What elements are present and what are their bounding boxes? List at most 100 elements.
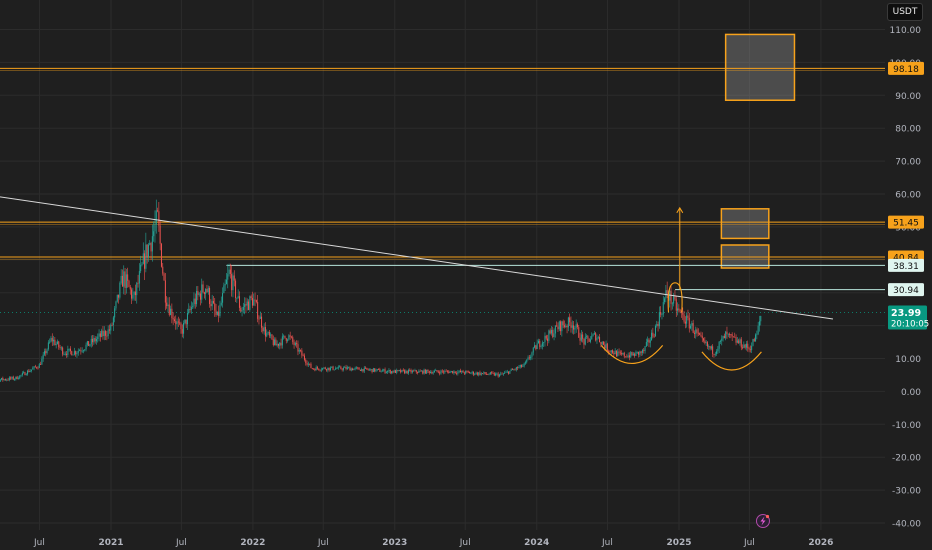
candle-body [154, 224, 156, 232]
candle-body [540, 346, 542, 348]
peak-arc[interactable] [667, 282, 683, 313]
candle-body [576, 324, 578, 328]
measure-arrow-head [676, 206, 684, 214]
candle-body [253, 299, 255, 306]
candle-body [84, 349, 86, 351]
candle-body [446, 370, 448, 372]
candle-body [427, 369, 429, 372]
candle-body [198, 293, 200, 295]
candle-body [136, 282, 138, 296]
candle-body [757, 325, 759, 334]
candle-body [666, 290, 668, 295]
cup-arc[interactable] [701, 351, 762, 371]
candle-body [275, 339, 277, 346]
candle-body [24, 372, 26, 376]
candle-body [60, 347, 62, 349]
candle-body [203, 292, 205, 295]
candle-body [396, 370, 398, 373]
candle-body [452, 371, 454, 374]
candle-body [726, 331, 728, 335]
candle-body [697, 332, 699, 334]
target-box[interactable] [724, 33, 796, 101]
candle-body [587, 336, 589, 339]
candle-body [263, 327, 265, 332]
candle-body [613, 352, 615, 355]
candle-body [7, 379, 9, 381]
time-axis[interactable]: Jul 2021 Jul 2022 Jul 2023 Jul 2024 Jul 2025 Jul 20… [33, 538, 833, 548]
candle-body [223, 285, 225, 294]
candle-body [469, 372, 471, 374]
countdown-label: 20:10:05 [891, 319, 929, 329]
candle-body [46, 349, 48, 354]
candle-body [166, 302, 168, 307]
candle-body [219, 304, 221, 316]
x-tick-label: Jul [601, 538, 613, 548]
candle-body [433, 370, 435, 373]
descending-trendline[interactable] [0, 194, 834, 320]
candle-body [120, 275, 122, 283]
candle-body [426, 369, 428, 374]
candle-body [173, 319, 175, 321]
candle-body [449, 371, 451, 374]
candle-body [16, 376, 18, 380]
candle-body [228, 269, 230, 275]
candle-body [68, 348, 70, 350]
target-boxes[interactable] [720, 33, 796, 269]
currency-badge[interactable]: USDT [887, 3, 923, 21]
candle-body [532, 347, 534, 353]
candle-body [732, 336, 734, 338]
candle-body [760, 315, 762, 322]
candle-body [640, 351, 642, 353]
candle-body [89, 344, 91, 346]
candle-body [36, 367, 38, 368]
candle-body [368, 369, 370, 371]
candle-body [491, 372, 493, 374]
candle-body [475, 372, 477, 375]
candle-body [470, 372, 472, 374]
candle-body [541, 342, 543, 347]
candle-body [521, 364, 523, 367]
candle-body [118, 294, 120, 298]
trendline[interactable] [0, 194, 834, 320]
candle-body [384, 369, 386, 373]
candle-body [578, 327, 580, 338]
candle-body [467, 371, 469, 373]
cup-arc[interactable] [600, 344, 664, 365]
target-box[interactable] [720, 208, 770, 240]
y-tick-label: -30.00 [892, 487, 921, 497]
candle-body [714, 353, 716, 355]
candle-body [483, 372, 485, 374]
level-badge-label: 38.31 [893, 262, 919, 272]
candle-body [536, 343, 538, 349]
candle-body [561, 321, 563, 332]
candle-body [164, 280, 166, 303]
target-box[interactable] [720, 244, 770, 269]
candle-body [77, 350, 79, 353]
candle-body [300, 349, 302, 351]
candle-body [42, 354, 44, 359]
candle-body [318, 368, 320, 370]
candle-body [669, 290, 671, 301]
candle-body [128, 280, 130, 287]
candle-body [459, 370, 461, 373]
candle-body [738, 340, 740, 344]
candle-body [488, 374, 490, 376]
candle-body [301, 350, 303, 356]
y-tick-label: -10.00 [892, 421, 921, 431]
candle-body [487, 374, 489, 375]
candle-body [233, 275, 235, 281]
candle-body [566, 325, 568, 328]
candle-body [344, 366, 346, 368]
candle-body [739, 339, 741, 344]
candle-body [586, 336, 588, 338]
candle-body [277, 343, 279, 346]
candle-body [592, 334, 594, 336]
candle-body [445, 370, 447, 372]
candle-body [242, 307, 244, 311]
candle-body [471, 371, 473, 373]
candle-body [214, 303, 216, 311]
pattern-drawings[interactable] [600, 206, 762, 371]
candle-body [376, 369, 378, 370]
candle-body [622, 352, 624, 355]
